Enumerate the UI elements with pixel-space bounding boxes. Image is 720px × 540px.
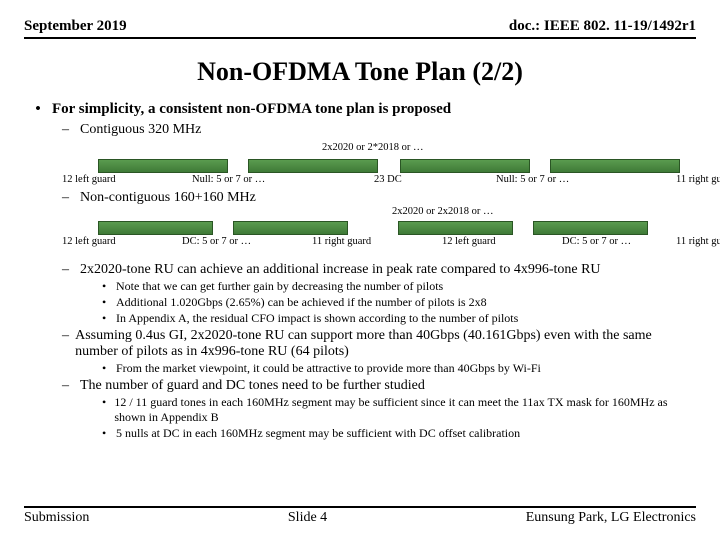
sub-e: – The number of guard and DC tones need … [62,378,696,394]
diag-b-rg2: 11 right guard [676,236,720,247]
diag-b-dc2: DC: 5 or 7 or … [562,236,631,247]
sub-contiguous: – Contiguous 320 MHz [62,122,696,138]
diagram-b: 2x2020 or 2x2018 or … 12 left guard DC: … [62,206,696,260]
bar [533,221,648,235]
dash: – [62,328,75,360]
sub-c-3: •In Appendix A, the residual CFO impact … [102,311,696,326]
dash: – [62,262,80,278]
dash: – [62,122,80,138]
footer-right: Eunsung Park, LG Electronics [526,510,696,526]
header-doc: doc.: IEEE 802. 11-19/1492r1 [509,18,696,35]
diag-a-dc: 23 DC [374,174,402,185]
bullet-dot: • [24,101,52,118]
dash: – [62,378,80,394]
sub-d-1: •From the market viewpoint, it could be … [102,361,696,376]
footer-mid: Slide 4 [288,510,327,526]
sub-c: – 2x2020-tone RU can achieve an addition… [62,262,696,278]
sub-c-1: •Note that we can get further gain by de… [102,279,696,294]
header-date: September 2019 [24,18,127,35]
sub-d-text: Assuming 0.4us GI, 2x2020-tone RU can su… [75,328,696,360]
sub-e-2-text: 5 nulls at DC in each 160MHz segment may… [116,426,520,441]
sub-e-1: •12 / 11 guard tones in each 160MHz segm… [102,395,696,425]
diag-b-lg2: 12 left guard [442,236,496,247]
bar [98,221,213,235]
bar [400,159,530,173]
bar [550,159,680,173]
sub-c-2-text: Additional 1.020Gbps (2.65%) can be achi… [116,295,487,310]
diag-a-bars [62,158,696,174]
bar [233,221,348,235]
diagram-a: 2x2020 or 2*2018 or … 12 left guard Null… [62,142,696,198]
footer-left: Submission [24,510,89,526]
sub-e-2: •5 nulls at DC in each 160MHz segment ma… [102,426,696,441]
main-text: For simplicity, a consistent non-OFDMA t… [52,101,451,118]
diag-b-rg1: 11 right guard [312,236,371,247]
diag-b-top: 2x2020 or 2x2018 or … [392,206,494,217]
title: Non-OFDMA Tone Plan (2/2) [24,57,696,87]
diag-a-null1: Null: 5 or 7 or … [192,174,265,185]
header: September 2019 doc.: IEEE 802. 11-19/149… [24,18,696,39]
diag-a-null2: Null: 5 or 7 or … [496,174,569,185]
diag-a-left-guard: 12 left guard [62,174,116,185]
bar [248,159,378,173]
sub-a-text: Contiguous 320 MHz [80,122,201,138]
main-bullet: • For simplicity, a consistent non-OFDMA… [24,101,696,118]
diag-a-right-guard: 11 right guard [676,174,720,185]
diag-b-bars [62,220,696,236]
sub-c-text: 2x2020-tone RU can achieve an additional… [80,262,601,278]
sub-c-1-text: Note that we can get further gain by dec… [116,279,443,294]
footer: Submission Slide 4 Eunsung Park, LG Elec… [24,506,696,526]
diag-b-dc1: DC: 5 or 7 or … [182,236,251,247]
bar [398,221,513,235]
sub-c-2: •Additional 1.020Gbps (2.65%) can be ach… [102,295,696,310]
sub-d-1-text: From the market viewpoint, it could be a… [116,361,541,376]
bar [98,159,228,173]
sub-e-text: The number of guard and DC tones need to… [80,378,425,394]
sub-e-1-text: 12 / 11 guard tones in each 160MHz segme… [114,395,696,425]
sub-c-3-text: In Appendix A, the residual CFO impact i… [116,311,518,326]
sub-d: – Assuming 0.4us GI, 2x2020-tone RU can … [62,328,696,360]
diag-a-top: 2x2020 or 2*2018 or … [322,142,424,153]
diag-b-lg1: 12 left guard [62,236,116,247]
